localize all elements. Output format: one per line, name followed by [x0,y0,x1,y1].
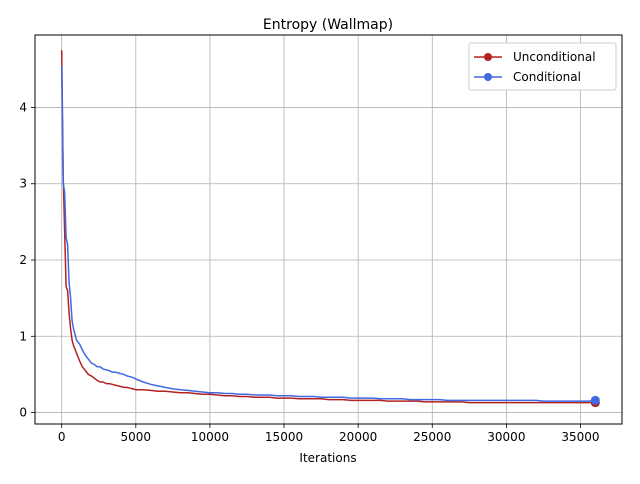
legend-marker-unconditional [484,53,492,61]
legend-label-conditional: Conditional [513,70,581,84]
legend-box [468,42,617,91]
y-axis-ticks: 0 1 2 3 4 [19,100,35,420]
x-tick-label: 5000 [121,430,152,444]
x-tick-label: 20000 [339,430,377,444]
x-axis-ticks: 0 5000 10000 15000 20000 25000 30000 35000 [58,424,600,444]
x-tick-label: 30000 [487,430,525,444]
series-end-marker-conditional [590,395,600,405]
y-tick-label: 2 [19,253,27,267]
y-tick-label: 3 [19,177,27,191]
y-tick-label: 1 [19,329,27,343]
x-tick-label: 0 [58,430,66,444]
legend-marker-conditional [484,73,492,81]
plot-area-frame [34,34,623,425]
x-tick-label: 10000 [191,430,229,444]
grid [35,35,622,424]
legend: Unconditional Conditional [468,42,617,91]
legend-label-unconditional: Unconditional [513,50,596,64]
chart-title: Entropy (Wallmap) [263,17,393,33]
y-tick-label: 0 [19,406,27,420]
x-tick-label: 35000 [561,430,599,444]
series-line-conditional [60,65,596,402]
series-line-unconditional [60,50,596,404]
x-axis-label: Iterations [299,451,356,465]
x-tick-label: 25000 [413,430,451,444]
x-tick-label: 15000 [265,430,303,444]
series-lines [60,50,600,408]
y-tick-label: 4 [19,100,27,114]
